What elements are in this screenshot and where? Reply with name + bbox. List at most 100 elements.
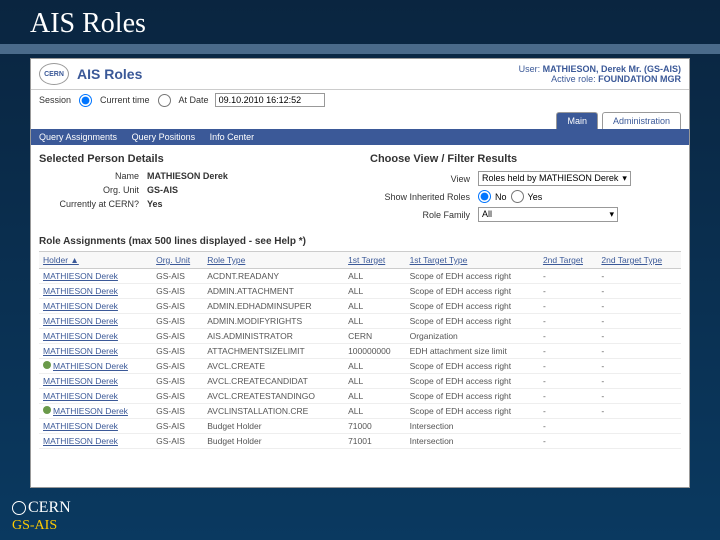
- table-cell: Scope of EDH access right: [406, 359, 539, 374]
- table-cell: -: [539, 344, 597, 359]
- app-title: AIS Roles: [77, 66, 519, 82]
- filter-section-title: Choose View / Filter Results: [370, 153, 681, 165]
- table-cell: GS-AIS: [152, 374, 203, 389]
- table-cell: MATHIESON Derek: [39, 419, 152, 434]
- table-cell: ADMIN.EDHADMINSUPER: [203, 299, 344, 314]
- filter-section: Choose View / Filter Results ViewRoles h…: [370, 153, 681, 226]
- table-row[interactable]: MATHIESON DerekGS-AISADMIN.MODIFYRIGHTSA…: [39, 314, 681, 329]
- session-date-input[interactable]: [215, 93, 325, 107]
- session-date-radio[interactable]: [158, 94, 171, 107]
- table-cell: 71001: [344, 434, 406, 449]
- table-cell: -: [539, 419, 597, 434]
- table-row[interactable]: MATHIESON DerekGS-AISADMIN.EDHADMINSUPER…: [39, 299, 681, 314]
- org-value: GS-AIS: [147, 185, 178, 195]
- table-cell: GS-AIS: [152, 404, 203, 419]
- table-cell: MATHIESON Derek: [39, 344, 152, 359]
- table-cell: GS-AIS: [152, 359, 203, 374]
- table-cell: -: [597, 269, 681, 284]
- footer-label: CERN GS-AIS: [12, 499, 71, 534]
- footer-org: CERN: [28, 499, 71, 516]
- info-center-link[interactable]: Info Center: [210, 132, 255, 142]
- query-assignments-link[interactable]: Query Assignments: [39, 132, 117, 142]
- column-header[interactable]: Org. Unit: [152, 252, 203, 269]
- table-cell: GS-AIS: [152, 269, 203, 284]
- table-cell: -: [539, 434, 597, 449]
- table-cell: AVCL.CREATESTANDINGO: [203, 389, 344, 404]
- slide-title: AIS Roles: [0, 0, 720, 44]
- table-row[interactable]: MATHIESON DerekGS-AISAIS.ADMINISTRATORCE…: [39, 329, 681, 344]
- table-cell: ATTACHMENTSIZELIMIT: [203, 344, 344, 359]
- name-value: MATHIESON Derek: [147, 171, 228, 181]
- table-cell: GS-AIS: [152, 344, 203, 359]
- session-current-label: Current time: [100, 95, 150, 105]
- tab-administration[interactable]: Administration: [602, 112, 681, 129]
- tab-main[interactable]: Main: [556, 112, 598, 129]
- table-row[interactable]: MATHIESON DerekGS-AISAVCLINSTALLATION.CR…: [39, 404, 681, 419]
- column-header[interactable]: 2nd Target: [539, 252, 597, 269]
- session-current-radio[interactable]: [79, 94, 92, 107]
- table-cell: MATHIESON Derek: [39, 404, 152, 419]
- inherited-no-radio[interactable]: [478, 190, 491, 203]
- table-cell: GS-AIS: [152, 284, 203, 299]
- person-details-section: Selected Person Details NameMATHIESON De…: [39, 153, 350, 226]
- cern-logo-icon: CERN: [39, 63, 69, 85]
- family-dropdown[interactable]: All: [478, 207, 618, 222]
- inherited-no-label: No: [495, 192, 507, 202]
- table-cell: Organization: [406, 329, 539, 344]
- table-cell: ALL: [344, 359, 406, 374]
- name-label: Name: [39, 171, 139, 181]
- table-cell: ALL: [344, 389, 406, 404]
- table-cell: 71000: [344, 419, 406, 434]
- table-row[interactable]: MATHIESON DerekGS-AISAVCL.CREATESTANDING…: [39, 389, 681, 404]
- family-label: Role Family: [370, 210, 470, 220]
- tab-bar: Main Administration: [31, 110, 689, 129]
- table-cell: -: [597, 359, 681, 374]
- session-date-label: At Date: [179, 95, 209, 105]
- view-dropdown[interactable]: Roles held by MATHIESON Derek: [478, 171, 631, 186]
- table-cell: ALL: [344, 269, 406, 284]
- table-row[interactable]: MATHIESON DerekGS-AISATTACHMENTSIZELIMIT…: [39, 344, 681, 359]
- cern-label: Currently at CERN?: [39, 199, 139, 209]
- table-cell: ALL: [344, 314, 406, 329]
- table-cell: -: [597, 284, 681, 299]
- table-cell: Scope of EDH access right: [406, 284, 539, 299]
- table-cell: ALL: [344, 284, 406, 299]
- table-cell: Intersection: [406, 419, 539, 434]
- session-label: Session: [39, 95, 71, 105]
- table-cell: ALL: [344, 299, 406, 314]
- table-cell: Intersection: [406, 434, 539, 449]
- table-cell: MATHIESON Derek: [39, 299, 152, 314]
- table-row[interactable]: MATHIESON DerekGS-AISAVCL.CREATEALLScope…: [39, 359, 681, 374]
- column-header[interactable]: 1st Target Type: [406, 252, 539, 269]
- table-cell: -: [539, 314, 597, 329]
- column-header[interactable]: Role Type: [203, 252, 344, 269]
- table-cell: ACDNT.READANY: [203, 269, 344, 284]
- footer-dept: GS-AIS: [12, 518, 57, 533]
- table-row[interactable]: MATHIESON DerekGS-AISADMIN.ATTACHMENTALL…: [39, 284, 681, 299]
- assignments-header: Role Assignments (max 500 lines displaye…: [39, 236, 681, 247]
- column-header[interactable]: 1st Target: [344, 252, 406, 269]
- column-header[interactable]: Holder ▲: [39, 252, 152, 269]
- table-cell: -: [597, 404, 681, 419]
- table-cell: AIS.ADMINISTRATOR: [203, 329, 344, 344]
- table-row[interactable]: MATHIESON DerekGS-AISAVCL.CREATECANDIDAT…: [39, 374, 681, 389]
- table-cell: -: [597, 329, 681, 344]
- table-row[interactable]: MATHIESON DerekGS-AISBudget Holder71000I…: [39, 419, 681, 434]
- table-cell: MATHIESON Derek: [39, 329, 152, 344]
- query-positions-link[interactable]: Query Positions: [132, 132, 196, 142]
- column-header[interactable]: 2nd Target Type: [597, 252, 681, 269]
- table-cell: -: [539, 284, 597, 299]
- person-icon: [43, 361, 51, 369]
- table-row[interactable]: MATHIESON DerekGS-AISACDNT.READANYALLSco…: [39, 269, 681, 284]
- table-row[interactable]: MATHIESON DerekGS-AISBudget Holder71001I…: [39, 434, 681, 449]
- app-window: CERN AIS Roles User: MATHIESON, Derek Mr…: [30, 58, 690, 488]
- assignments-table: Holder ▲Org. UnitRole Type1st Target1st …: [39, 251, 681, 449]
- user-info: User: MATHIESON, Derek Mr. (GS-AIS) Acti…: [519, 64, 681, 84]
- table-cell: -: [597, 314, 681, 329]
- inherited-yes-radio[interactable]: [511, 190, 524, 203]
- table-cell: [597, 419, 681, 434]
- table-cell: MATHIESON Derek: [39, 374, 152, 389]
- table-cell: -: [597, 299, 681, 314]
- table-cell: AVCLINSTALLATION.CRE: [203, 404, 344, 419]
- table-cell: MATHIESON Derek: [39, 269, 152, 284]
